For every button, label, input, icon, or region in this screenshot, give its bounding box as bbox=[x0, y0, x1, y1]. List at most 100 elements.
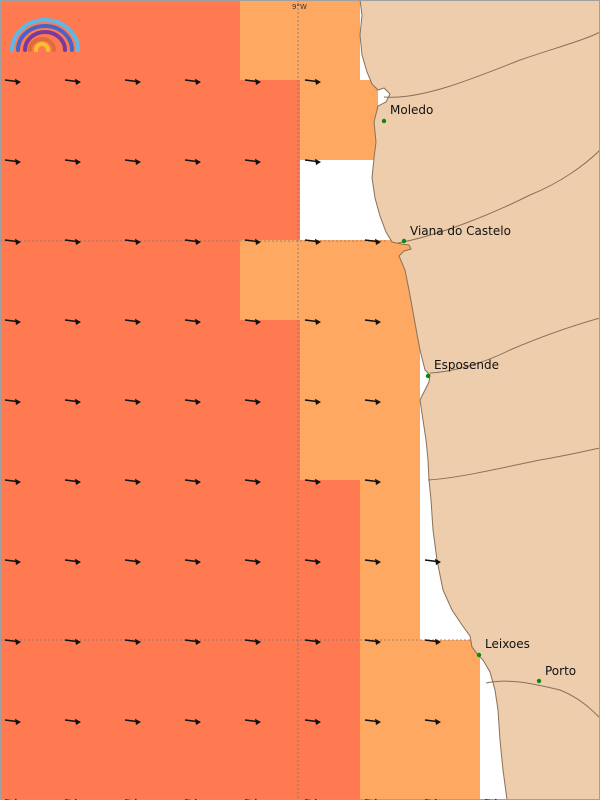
sea-cell bbox=[0, 480, 360, 640]
wave-direction-arrow bbox=[304, 318, 321, 325]
logo-arc-3 bbox=[23, 30, 67, 52]
viana-marker[interactable] bbox=[401, 238, 407, 244]
wave-direction-arrow bbox=[124, 238, 141, 245]
wave-direction-arrow bbox=[244, 238, 261, 245]
place-markers: Moledo Viana do Castelo Esposende Leixoe… bbox=[381, 103, 576, 684]
sea-cell bbox=[300, 320, 420, 480]
esposende-label: Esposende bbox=[434, 358, 499, 372]
leixoes-marker[interactable] bbox=[476, 652, 482, 658]
wave-direction-arrow bbox=[244, 158, 261, 165]
wave-direction-arrow bbox=[184, 318, 201, 325]
wave-direction-arrow bbox=[64, 238, 81, 245]
porto-label: Porto bbox=[545, 664, 576, 678]
wave-direction-arrow bbox=[184, 398, 201, 405]
sea-cell bbox=[300, 80, 378, 160]
wave-direction-arrow bbox=[364, 638, 381, 645]
wave-direction-arrow bbox=[4, 398, 21, 405]
wave-direction-arrow bbox=[64, 398, 81, 405]
wave-direction-arrow bbox=[4, 238, 21, 245]
graticule bbox=[0, 0, 470, 800]
wave-direction-arrow bbox=[184, 638, 201, 645]
wave-direction-arrow bbox=[124, 638, 141, 645]
logo-arc-4 bbox=[28, 37, 56, 52]
wave-direction-arrows bbox=[4, 78, 498, 800]
wave-direction-arrow bbox=[4, 638, 21, 645]
wave-direction-arrow bbox=[364, 558, 381, 565]
wave-direction-arrow bbox=[124, 158, 141, 165]
wave-direction-arrow bbox=[64, 318, 81, 325]
longitude-label: 9°W bbox=[292, 3, 307, 11]
wave-direction-arrow bbox=[124, 78, 141, 85]
wave-direction-arrow bbox=[424, 638, 441, 645]
wave-direction-arrow bbox=[124, 558, 141, 565]
wave-direction-arrow bbox=[304, 638, 321, 645]
rivers bbox=[383, 31, 600, 719]
wave-direction-arrow bbox=[304, 718, 321, 725]
wave-direction-arrow bbox=[244, 558, 261, 565]
wave-direction-arrow bbox=[184, 238, 201, 245]
river-minho bbox=[383, 31, 600, 98]
wave-direction-arrow bbox=[244, 398, 261, 405]
wave-direction-arrow bbox=[124, 318, 141, 325]
viana-label: Viana do Castelo bbox=[410, 224, 511, 238]
sea-cell bbox=[0, 80, 300, 160]
esposende-marker[interactable] bbox=[425, 373, 431, 379]
wave-direction-arrow bbox=[184, 558, 201, 565]
wave-direction-arrow bbox=[64, 158, 81, 165]
wave-direction-arrow bbox=[424, 558, 441, 565]
wave-direction-arrow bbox=[184, 478, 201, 485]
wave-direction-arrow bbox=[4, 318, 21, 325]
river-douro bbox=[485, 680, 600, 719]
rainbow-logo-icon bbox=[10, 18, 80, 52]
wave-direction-arrow bbox=[244, 318, 261, 325]
wave-direction-arrow bbox=[304, 238, 321, 245]
river-lima bbox=[397, 149, 600, 244]
wave-direction-arrow bbox=[184, 78, 201, 85]
sea-cell bbox=[360, 640, 480, 800]
wave-direction-arrow bbox=[304, 78, 321, 85]
moledo-label: Moledo bbox=[390, 103, 433, 117]
wave-direction-arrow bbox=[64, 478, 81, 485]
river-ave bbox=[427, 447, 600, 481]
porto-marker[interactable] bbox=[536, 678, 542, 684]
wave-height-cells bbox=[0, 0, 480, 800]
sea-cell bbox=[240, 0, 360, 80]
wave-direction-arrow bbox=[124, 478, 141, 485]
coastline-land bbox=[359, 0, 600, 800]
wave-direction-arrow bbox=[4, 478, 21, 485]
wave-direction-arrow bbox=[64, 718, 81, 725]
wave-direction-arrow bbox=[364, 718, 381, 725]
wave-direction-arrow bbox=[244, 638, 261, 645]
wave-direction-arrow bbox=[424, 718, 441, 725]
moledo-marker[interactable] bbox=[381, 118, 387, 124]
wave-direction-arrow bbox=[4, 158, 21, 165]
wave-direction-arrow bbox=[364, 238, 381, 245]
river-cavado bbox=[429, 317, 600, 374]
sea-cell bbox=[240, 240, 420, 320]
wave-direction-arrow bbox=[304, 558, 321, 565]
wave-direction-arrow bbox=[304, 158, 321, 165]
wave-direction-arrow bbox=[364, 478, 381, 485]
sea-cell bbox=[0, 640, 360, 800]
wave-direction-arrow bbox=[244, 478, 261, 485]
wave-direction-arrow bbox=[124, 718, 141, 725]
wave-direction-arrow bbox=[4, 78, 21, 85]
wave-direction-arrow bbox=[4, 718, 21, 725]
wave-direction-arrow bbox=[244, 718, 261, 725]
logo-arc-outer bbox=[10, 18, 80, 52]
wave-direction-arrow bbox=[244, 78, 261, 85]
wave-direction-arrow bbox=[364, 318, 381, 325]
wave-direction-arrow bbox=[64, 638, 81, 645]
wave-direction-arrow bbox=[64, 558, 81, 565]
wave-direction-arrow bbox=[184, 718, 201, 725]
leixoes-label: Leixoes bbox=[485, 637, 530, 651]
logo-arc-inner bbox=[34, 42, 50, 52]
land-area bbox=[359, 0, 600, 800]
wave-direction-arrow bbox=[304, 398, 321, 405]
wave-direction-arrow bbox=[4, 558, 21, 565]
logo-arc-2 bbox=[16, 24, 74, 52]
wave-direction-arrow bbox=[64, 78, 81, 85]
sea-cell bbox=[0, 160, 300, 240]
